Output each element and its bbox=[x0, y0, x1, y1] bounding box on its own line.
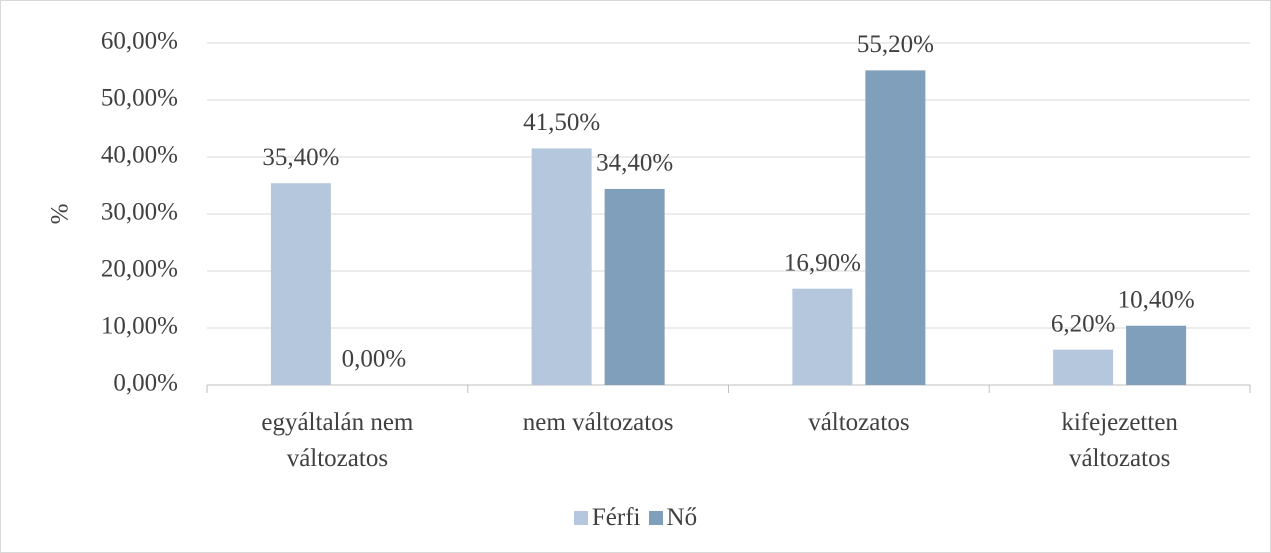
data-label: 41,50% bbox=[523, 109, 600, 136]
y-tick-label: 30,00% bbox=[101, 199, 178, 226]
data-label: 16,90% bbox=[784, 249, 861, 276]
data-label: 34,40% bbox=[596, 150, 673, 177]
data-label: 10,40% bbox=[1118, 286, 1195, 313]
bar bbox=[531, 148, 592, 385]
legend-item: Férfi bbox=[573, 504, 641, 532]
y-tick-label: 10,00% bbox=[101, 313, 178, 340]
y-tick-label: 20,00% bbox=[101, 256, 178, 283]
legend-item: Nő bbox=[648, 504, 698, 532]
y-tick-label: 40,00% bbox=[101, 142, 178, 169]
y-tick-label: 0,00% bbox=[113, 370, 178, 397]
x-tick-label: nem változatos bbox=[522, 409, 674, 436]
bar bbox=[270, 183, 331, 385]
y-tick-label: 50,00% bbox=[101, 85, 178, 112]
data-label: 35,40% bbox=[262, 144, 339, 171]
data-label: 6,20% bbox=[1051, 310, 1116, 337]
x-tick-label: kifejezetten változatos bbox=[1061, 409, 1178, 472]
bar bbox=[604, 188, 665, 385]
x-tick-label: egyáltalán nem változatos bbox=[261, 409, 414, 472]
legend-swatch bbox=[648, 511, 663, 525]
y-tick-label: 60,00% bbox=[101, 28, 178, 55]
y-axis-label: % bbox=[47, 204, 74, 225]
bar bbox=[1126, 325, 1187, 385]
legend-label: Nő bbox=[666, 504, 698, 531]
bar bbox=[1053, 349, 1114, 385]
bar bbox=[792, 288, 853, 385]
legend-swatch bbox=[573, 511, 588, 525]
legend-label: Férfi bbox=[591, 504, 641, 531]
bar bbox=[865, 70, 926, 386]
legend: Férfi Nő bbox=[0, 504, 1271, 532]
x-tick-label: változatos bbox=[808, 409, 910, 436]
data-label: 55,20% bbox=[857, 31, 934, 58]
data-label: 0,00% bbox=[342, 346, 407, 373]
